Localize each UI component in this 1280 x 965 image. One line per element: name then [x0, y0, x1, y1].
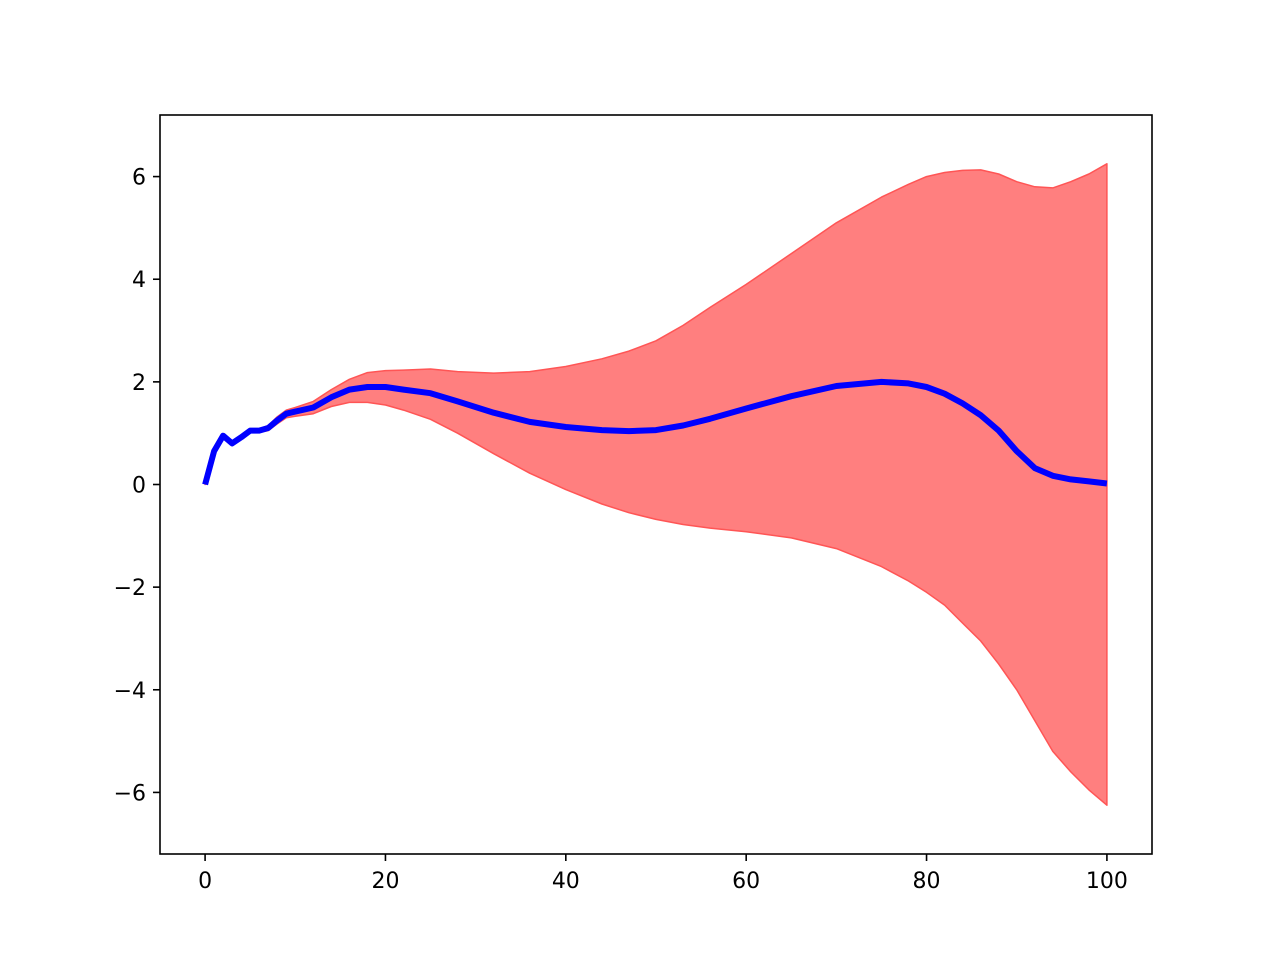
- y-tick-label: 2: [132, 371, 146, 396]
- y-tick-label: 6: [132, 166, 146, 191]
- y-tick-label: 4: [132, 268, 146, 293]
- x-tick-label: 40: [552, 869, 580, 894]
- y-tick-label: −6: [114, 781, 146, 806]
- x-tick-label: 100: [1086, 869, 1128, 894]
- x-tick-label: 20: [371, 869, 399, 894]
- x-tick-label: 80: [913, 869, 941, 894]
- x-tick-label: 60: [732, 869, 760, 894]
- x-tick-label: 0: [198, 869, 212, 894]
- y-tick-label: 0: [132, 474, 146, 499]
- y-tick-label: −2: [114, 576, 146, 601]
- y-tick-label: −4: [114, 679, 146, 704]
